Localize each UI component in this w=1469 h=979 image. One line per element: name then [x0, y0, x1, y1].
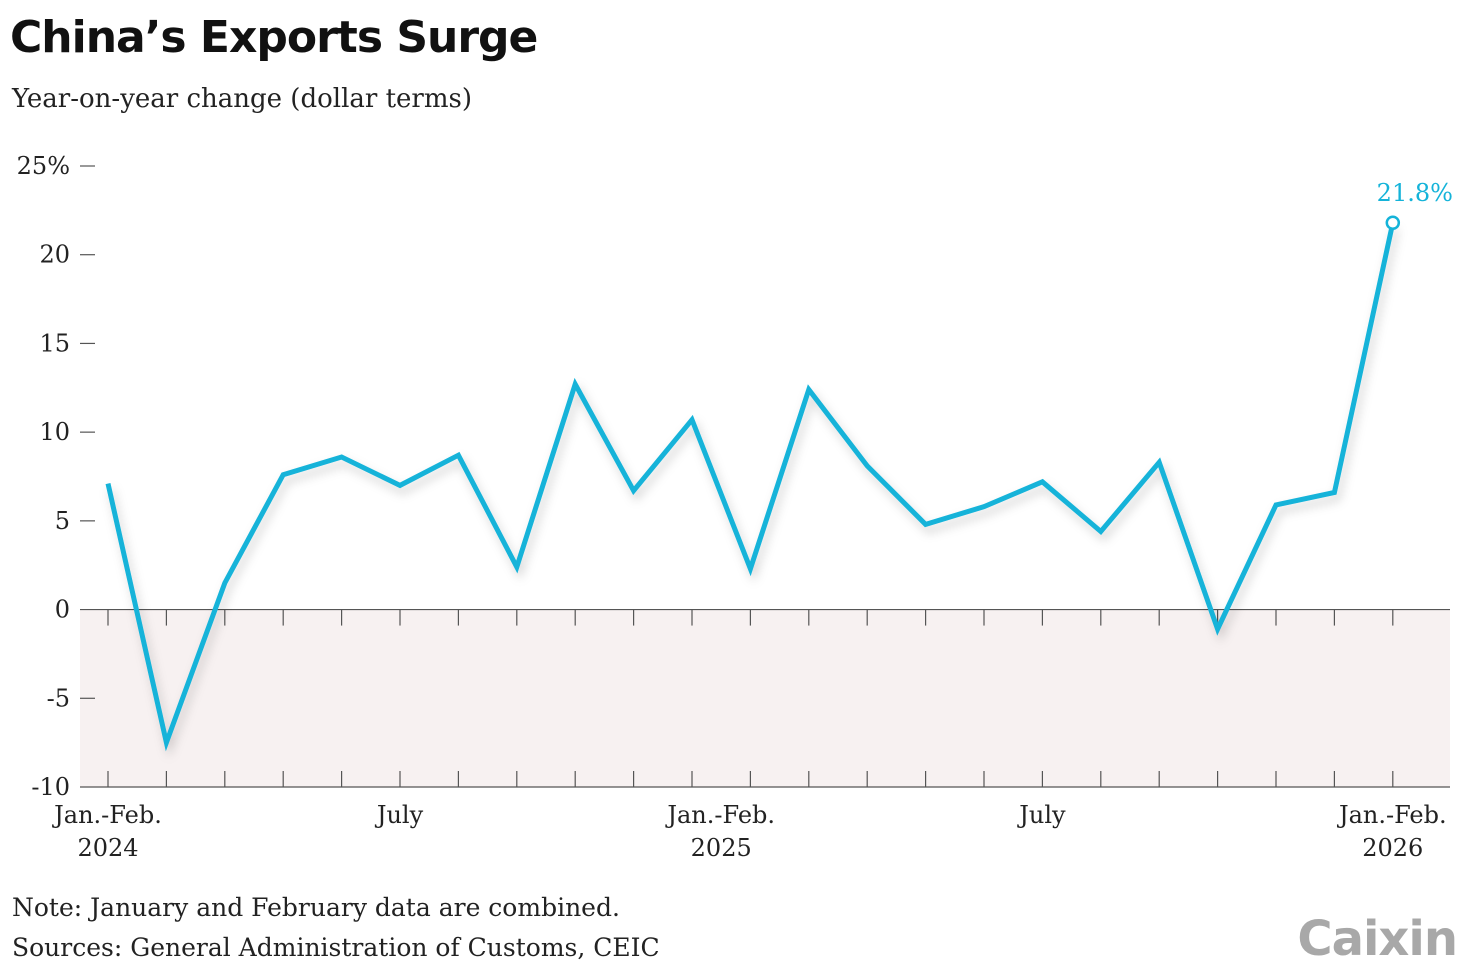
data-point — [1157, 460, 1162, 465]
data-point — [339, 454, 344, 459]
exports-series-line — [105, 222, 1396, 752]
x-tick-label-year: 2025 — [691, 834, 752, 862]
data-point — [1098, 529, 1103, 534]
x-tick-label: Jan.-Feb. — [51, 801, 162, 829]
x-tick-label: Jan.-Feb. — [664, 801, 775, 829]
chart-subtitle: Year-on-year change (dollar terms) — [12, 84, 472, 114]
data-point — [690, 417, 695, 422]
chart-source: Sources: General Administration of Custo… — [12, 933, 660, 962]
latest-value-marker — [1385, 215, 1401, 231]
y-axis: 25% 20 15 10 5 0 -5 -10 — [17, 152, 1450, 801]
data-point — [281, 472, 286, 477]
y-tick-label: 5 — [55, 507, 70, 535]
data-point — [865, 463, 870, 468]
data-point — [923, 522, 928, 527]
data-point — [222, 580, 227, 585]
data-point — [398, 483, 403, 488]
data-point — [164, 740, 169, 745]
data-point — [631, 488, 636, 493]
data-point — [1215, 627, 1220, 632]
y-tick-label: 15 — [39, 329, 70, 357]
latest-value-label: 21.8% — [1377, 179, 1453, 207]
y-tick-label: 10 — [39, 418, 70, 446]
data-point — [456, 453, 461, 458]
data-point — [1332, 490, 1337, 495]
y-tick-label: -5 — [47, 684, 70, 712]
caixin-logo: Caixin — [1297, 911, 1458, 967]
x-tick-label: July — [1016, 801, 1066, 829]
data-point — [806, 387, 811, 392]
data-point — [573, 382, 578, 387]
y-tick-label: 0 — [55, 596, 70, 624]
x-tick-label: July — [374, 801, 424, 829]
data-point — [1274, 502, 1279, 507]
x-tick-label-year: 2024 — [77, 834, 138, 862]
chart-title: China’s Exports Surge — [10, 12, 538, 63]
y-tick-label: -10 — [31, 773, 70, 801]
x-tick-label-year: 2026 — [1362, 834, 1423, 862]
data-point — [982, 504, 987, 509]
data-point — [514, 564, 519, 569]
x-axis: Jan.-Feb. 2024 July Jan.-Feb. 2025 July Jan.-F… — [51, 609, 1447, 862]
negative-region-band — [80, 609, 1450, 787]
y-tick-label: 25% — [17, 152, 70, 180]
y-tick-label: 20 — [39, 241, 70, 269]
data-point — [1040, 479, 1045, 484]
x-tick-label: Jan.-Feb. — [1336, 801, 1447, 829]
data-point — [748, 566, 753, 571]
chart-note: Note: January and February data are comb… — [12, 893, 620, 922]
data-point — [106, 481, 111, 486]
